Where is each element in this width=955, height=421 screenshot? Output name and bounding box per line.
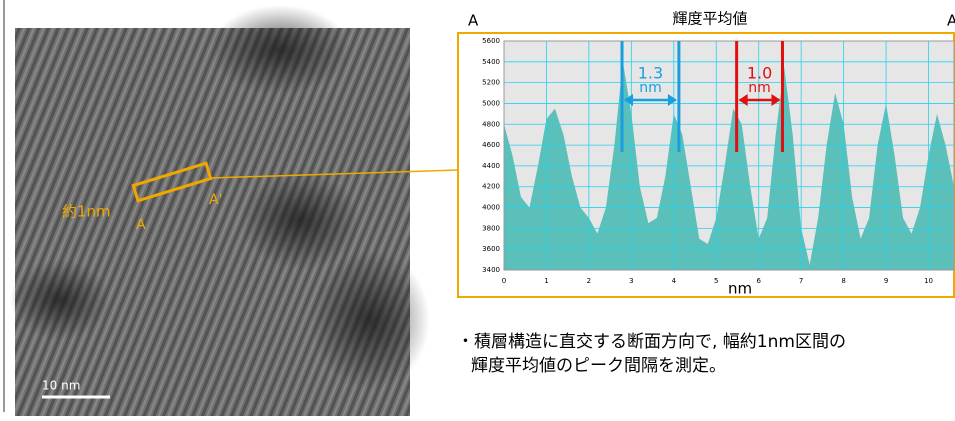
y-tick-label: 4400 <box>482 162 500 170</box>
x-tick-label: 5 <box>714 277 718 285</box>
annotation-unit: nm <box>748 80 771 96</box>
arrow-head <box>738 94 748 106</box>
y-tick-label: 3600 <box>482 245 500 253</box>
note: ・積層構造に直交する断面方向で, 幅約1nm区間の 輝度平均値のピーク間隔を測定… <box>457 330 846 378</box>
x-tick-label: 2 <box>587 277 591 285</box>
annotation-label: 1.0 <box>747 64 772 83</box>
y-tick-label: 5600 <box>482 37 500 45</box>
start-label: A <box>136 217 146 233</box>
x-axis-label: nm <box>728 280 752 298</box>
sample-box <box>131 161 213 203</box>
x-tick-label: 3 <box>629 277 633 285</box>
connector <box>209 169 459 179</box>
width-label: 約1nm <box>62 203 111 221</box>
x-tick-label: 4 <box>672 277 677 285</box>
y-tick-label: 3400 <box>482 266 500 274</box>
scale-label: 10 nm <box>42 379 80 393</box>
x-tick-label: 0 <box>502 277 506 285</box>
y-tick-label: 4000 <box>482 204 500 212</box>
y-tick-label: 4600 <box>482 141 500 149</box>
x-tick-label: 6 <box>756 277 761 285</box>
note-line: 輝度平均値のピーク間隔を測定。 <box>471 356 726 376</box>
x-tick-label: 8 <box>841 277 845 285</box>
annotation-unit: nm <box>639 80 662 96</box>
tem-image <box>10 5 430 416</box>
plot-border <box>503 40 955 271</box>
x-tick-label: 7 <box>799 277 803 285</box>
chart-title: 輝度平均値 <box>672 10 747 28</box>
note-line: ・積層構造に直交する断面方向で, 幅約1nm区間の <box>457 332 846 352</box>
y-tick-label: 4200 <box>482 183 500 191</box>
annotation-label: 1.3 <box>638 64 663 83</box>
arrow-head <box>667 94 677 106</box>
x-tick-label: 9 <box>884 277 888 285</box>
y-tick-label: 5400 <box>482 58 500 66</box>
corner-label: A <box>468 12 479 30</box>
arrow-head <box>771 94 781 106</box>
y-tick-label: 5000 <box>482 99 500 107</box>
y-tick-label: 5200 <box>482 79 500 87</box>
y-tick-label: 4800 <box>482 120 500 128</box>
x-tick-label: 10 <box>924 277 933 285</box>
end-label: A' <box>209 192 222 208</box>
y-tick-label: 3800 <box>482 224 500 232</box>
corner-label: A' <box>947 12 955 30</box>
arrow-head <box>624 94 634 106</box>
x-tick-label: 1 <box>544 277 548 285</box>
